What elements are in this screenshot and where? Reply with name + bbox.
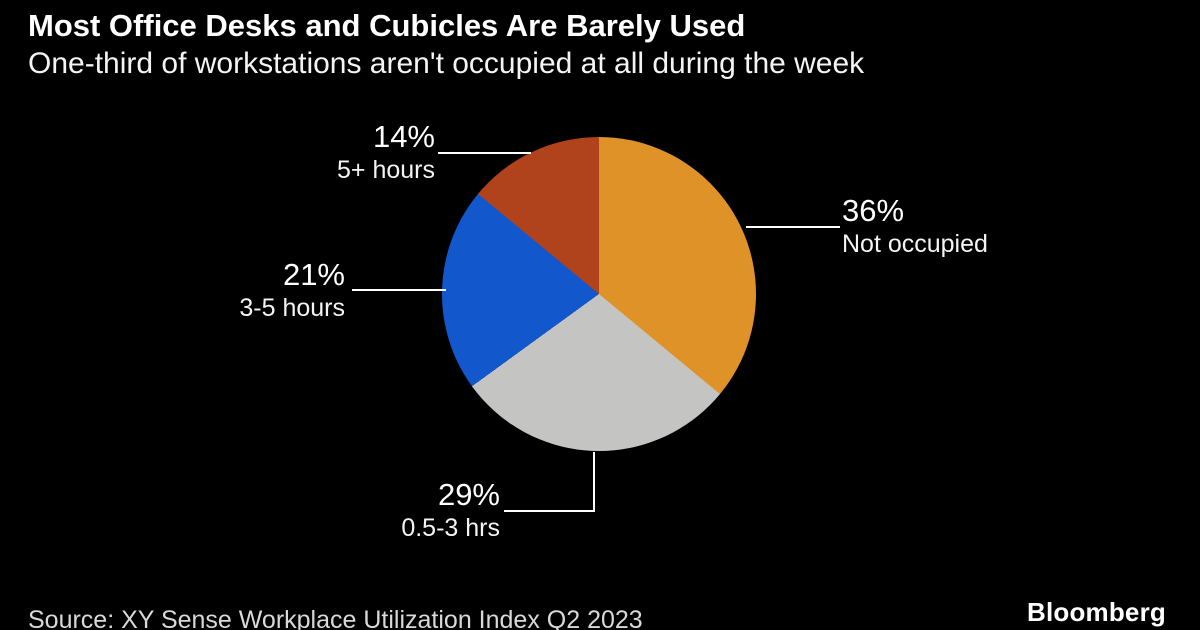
leader-line-3-5-hours	[352, 289, 446, 291]
leader-line-05-3-hrs-horizontal	[504, 510, 595, 512]
slice-pct-label-5plus-hours: 14%	[372, 119, 435, 154]
slice-name-label-3-5-hours: 3-5 hours	[239, 294, 345, 322]
pie-chart	[442, 137, 756, 451]
callout-5plus-hours: 14% 5+ hours	[337, 119, 435, 186]
leader-line-not-occupied	[746, 226, 840, 228]
bloomberg-logo: Bloomberg	[1026, 597, 1166, 627]
source-note: Source: XY Sense Workplace Utilization I…	[28, 606, 643, 630]
callout-3-5-hours: 21% 3-5 hours	[239, 257, 345, 324]
slice-name-label-not-occupied: Not occupied	[842, 230, 988, 258]
slice-pct-label-3-5-hours: 21%	[282, 257, 345, 292]
callout-05-3-hrs: 29% 0.5-3 hrs	[398, 477, 500, 544]
slice-pct-label-not-occupied: 36%	[842, 193, 905, 228]
chart-title: Most Office Desks and Cubicles Are Barel…	[28, 8, 746, 43]
leader-line-05-3-hrs-vertical	[593, 452, 595, 512]
leader-line-5plus-hours	[438, 152, 531, 154]
slice-name-label-05-3-hrs: 0.5-3 hrs	[401, 514, 500, 542]
slice-name-label-5plus-hours: 5+ hours	[337, 156, 435, 184]
slice-pct-label-05-3-hrs: 29%	[437, 477, 500, 512]
callout-not-occupied: 36% Not occupied	[842, 193, 988, 260]
chart-subtitle: One-third of workstations aren't occupie…	[28, 47, 865, 80]
